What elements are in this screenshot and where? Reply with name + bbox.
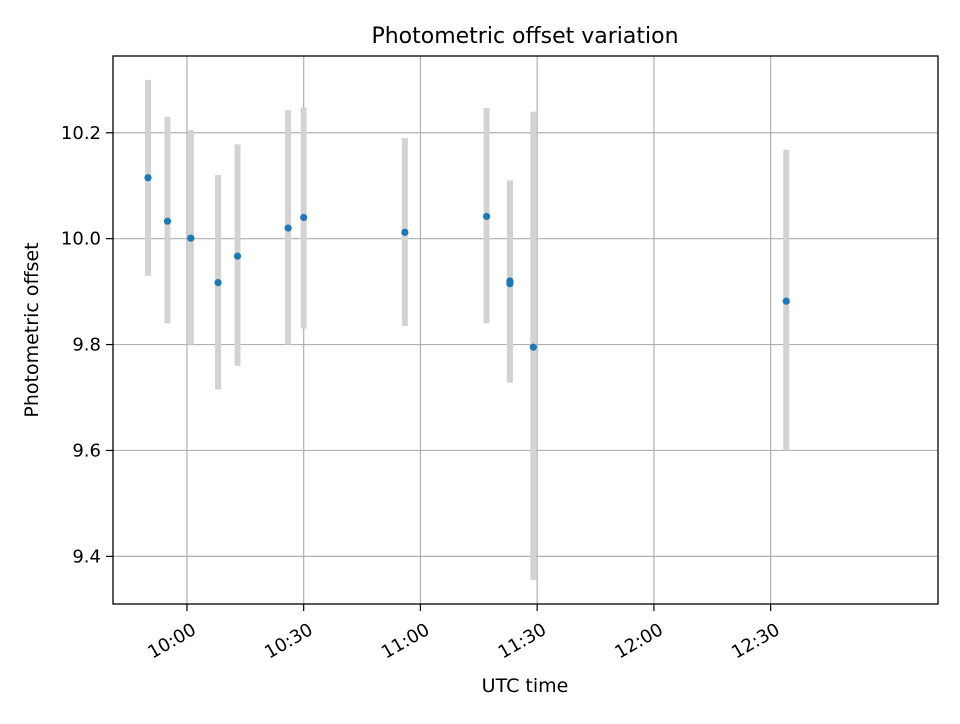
data-point — [401, 228, 409, 236]
y-tick-label: 9.4 — [72, 546, 101, 567]
x-axis-label: UTC time — [482, 675, 569, 697]
data-point — [144, 174, 152, 182]
data-point — [284, 224, 292, 232]
data-point — [506, 280, 514, 288]
data-point — [482, 212, 491, 221]
data-point — [187, 234, 195, 242]
data-points — [144, 174, 790, 351]
data-point — [163, 217, 172, 225]
plot-frame — [112, 55, 939, 605]
data-point — [233, 252, 242, 260]
y-tick-label: 9.8 — [72, 335, 101, 356]
data-point — [300, 213, 308, 222]
data-point — [782, 297, 790, 305]
y-tick-label: 10.2 — [61, 123, 101, 144]
data-point — [214, 279, 222, 287]
y-tick-label: 9.6 — [72, 440, 101, 461]
y-axis-label: Photometric offset — [21, 242, 43, 417]
y-tick-label: 10.0 — [61, 229, 101, 250]
data-point — [529, 343, 537, 351]
chart-title: Photometric offset variation — [371, 24, 678, 49]
